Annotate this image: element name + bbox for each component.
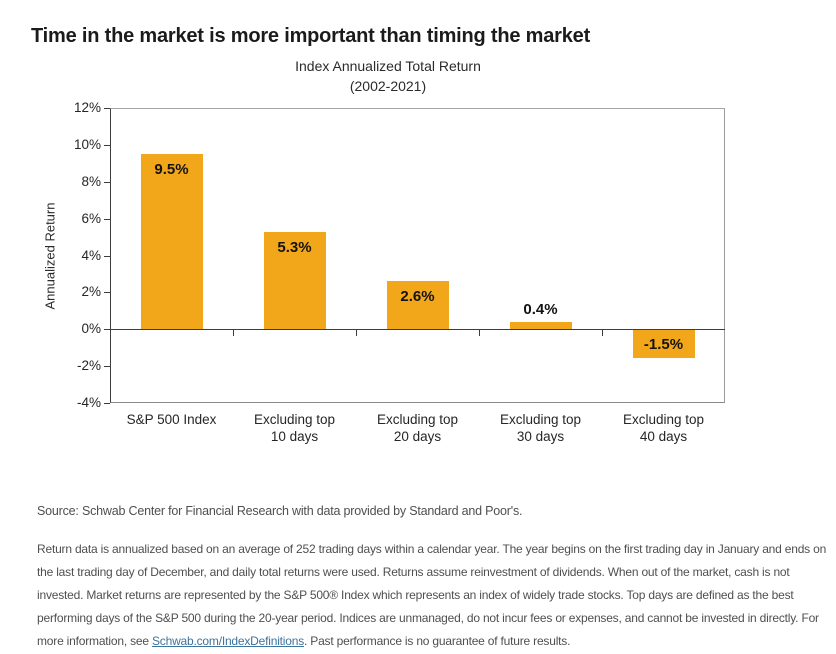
x-axis-label-2: Excluding top 20 days xyxy=(376,412,459,444)
index-definitions-link[interactable]: Schwab.com/IndexDefinitions xyxy=(152,634,305,648)
y-tick-label: 4% xyxy=(81,247,101,263)
y-tick xyxy=(104,329,110,331)
y-axis-title: Annualized Return xyxy=(42,202,58,310)
y-tick-label: 2% xyxy=(81,284,101,300)
x-tick xyxy=(356,329,357,337)
y-tick-label: 10% xyxy=(73,136,101,152)
x-axis-label-0: S&P 500 Index xyxy=(126,412,217,427)
y-tick-label: 12% xyxy=(73,100,101,115)
bar-2 xyxy=(386,281,449,330)
zero-line xyxy=(110,329,725,331)
bar-4 xyxy=(632,330,695,358)
x-axis-label-3: Excluding top 30 days xyxy=(499,412,582,444)
y-tick xyxy=(104,255,110,257)
source-note: Source: Schwab Center for Financial Rese… xyxy=(37,504,523,518)
x-tick xyxy=(233,329,234,337)
y-tick xyxy=(104,403,110,404)
disclaimer-text-before: Return data is annualized based on an av… xyxy=(37,542,827,648)
disclaimer: Return data is annualized based on an av… xyxy=(37,538,829,653)
page-title: Time in the market is more important tha… xyxy=(31,25,591,48)
y-tick xyxy=(104,218,110,220)
bar-value-label-0: 9.5% xyxy=(154,161,189,179)
x-axis-label-4: Excluding top 40 days xyxy=(622,412,705,444)
y-tick xyxy=(104,366,110,368)
x-axis-label-1: Excluding top 10 days xyxy=(253,412,336,444)
bar-1 xyxy=(263,231,326,330)
y-tick xyxy=(104,108,110,109)
x-tick xyxy=(479,329,480,337)
y-tick xyxy=(104,181,110,183)
plot-area xyxy=(110,108,725,403)
bar-value-label-1: 5.3% xyxy=(277,238,312,256)
y-tick-label: -2% xyxy=(76,358,101,374)
chart-title-block: Index Annualized Total Return (2002-2021… xyxy=(38,56,738,96)
chart-title: Index Annualized Total Return xyxy=(295,58,481,74)
bar-value-label-4: -1.5% xyxy=(643,336,684,354)
y-tick xyxy=(104,144,110,146)
bar-value-label-2: 2.6% xyxy=(400,288,435,306)
bar-value-label-3: 0.4% xyxy=(523,300,558,318)
bar-0 xyxy=(140,154,203,330)
y-tick xyxy=(104,292,110,294)
y-tick-label: 0% xyxy=(81,321,101,337)
y-tick-label: 6% xyxy=(81,210,101,226)
y-tick-label: 8% xyxy=(81,173,101,189)
bar-3 xyxy=(509,321,572,330)
chart-subtitle: (2002-2021) xyxy=(349,78,427,94)
disclaimer-text-after: . Past performance is no guarantee of fu… xyxy=(304,634,571,648)
x-tick xyxy=(602,329,603,337)
y-tick-label: -4% xyxy=(76,395,101,410)
